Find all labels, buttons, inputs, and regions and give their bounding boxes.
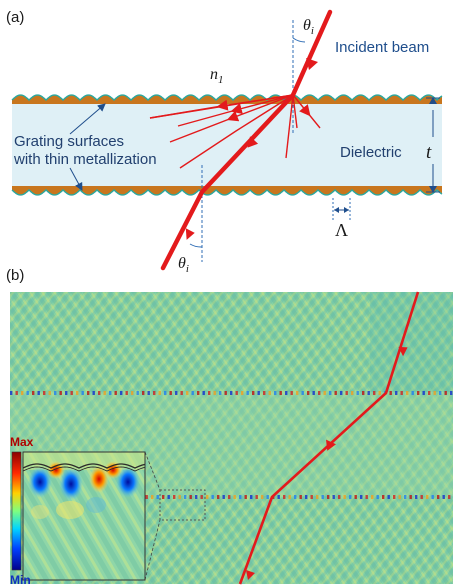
colorbar-max-label: Max	[10, 435, 34, 449]
grating-label-line2: with thin metallization	[13, 151, 157, 168]
colorbar-min-label: Min	[10, 573, 31, 587]
theta-bottom-label: θi	[178, 255, 189, 275]
zoom-connector-top	[144, 451, 161, 491]
thickness-head-top	[429, 97, 437, 104]
thickness-head-bottom	[429, 186, 437, 193]
panel-b-label: (b)	[6, 267, 24, 284]
top-grating-surface	[11, 94, 443, 104]
panel-a-label: (a)	[6, 9, 24, 26]
angle-arc-top	[292, 37, 306, 43]
bottom-grating-surface	[11, 186, 443, 196]
grating-pointer-top	[69, 103, 106, 135]
zoom-inset	[22, 451, 146, 581]
zoom-region	[159, 489, 206, 521]
diffracted-rays	[149, 94, 321, 169]
incident-beam-label: Incident beam	[335, 39, 429, 56]
colorbar	[11, 451, 22, 571]
main-beam	[160, 9, 333, 271]
grating-pointer-bottom	[69, 167, 83, 191]
dielectric-label: Dielectric	[340, 144, 402, 161]
zoom-connector-bottom	[144, 519, 161, 581]
theta-top-label: θi	[303, 17, 314, 37]
field-beam	[238, 291, 420, 585]
period-label: Λ	[335, 220, 348, 240]
period-head-right	[344, 207, 349, 213]
n1-label: n1	[210, 66, 224, 86]
angle-arc-bottom	[189, 243, 203, 248]
grating-label-line1: Grating surfaces	[14, 133, 124, 150]
period-head-left	[334, 207, 339, 213]
thickness-label: t	[426, 142, 432, 163]
